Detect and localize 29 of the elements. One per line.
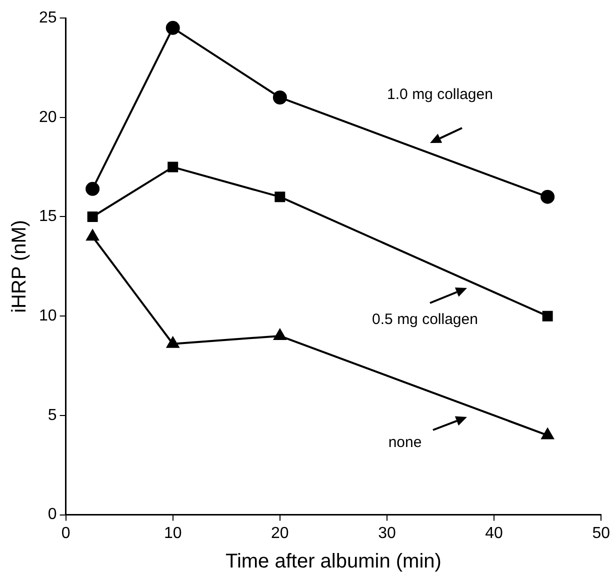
point [272,90,287,104]
point [87,211,98,222]
point [166,336,180,348]
x-tick-label: 50 [592,524,610,542]
x-tick-label: 20 [271,524,289,542]
point [274,328,286,340]
y-tick-label: 15 [39,208,57,226]
y-tick-label: 10 [39,307,57,324]
x-axis-title: Time after albumin (min) [225,550,442,573]
y-tick-label: 5 [48,406,57,424]
point [541,428,554,440]
y-tick-label: 25 [39,9,57,26]
point [86,182,100,196]
point [540,190,555,204]
annotation: 1.0 mg collagen [387,86,493,104]
point [86,230,99,241]
y-tick-label: 0 [48,506,57,524]
x-tick-label: 40 [485,524,504,542]
y-axis-title: iHRP (nM) [8,220,31,313]
annotation: none [388,434,422,452]
point [542,310,553,322]
point [166,20,180,35]
x-tick-label: 0 [61,524,70,542]
x-tick-label: 30 [378,524,396,542]
y-tick-label: 20 [39,108,57,126]
annotation: 0.5 mg collagen [372,311,478,328]
point [274,192,286,202]
point [168,162,178,172]
x-tick-label: 10 [164,524,182,542]
